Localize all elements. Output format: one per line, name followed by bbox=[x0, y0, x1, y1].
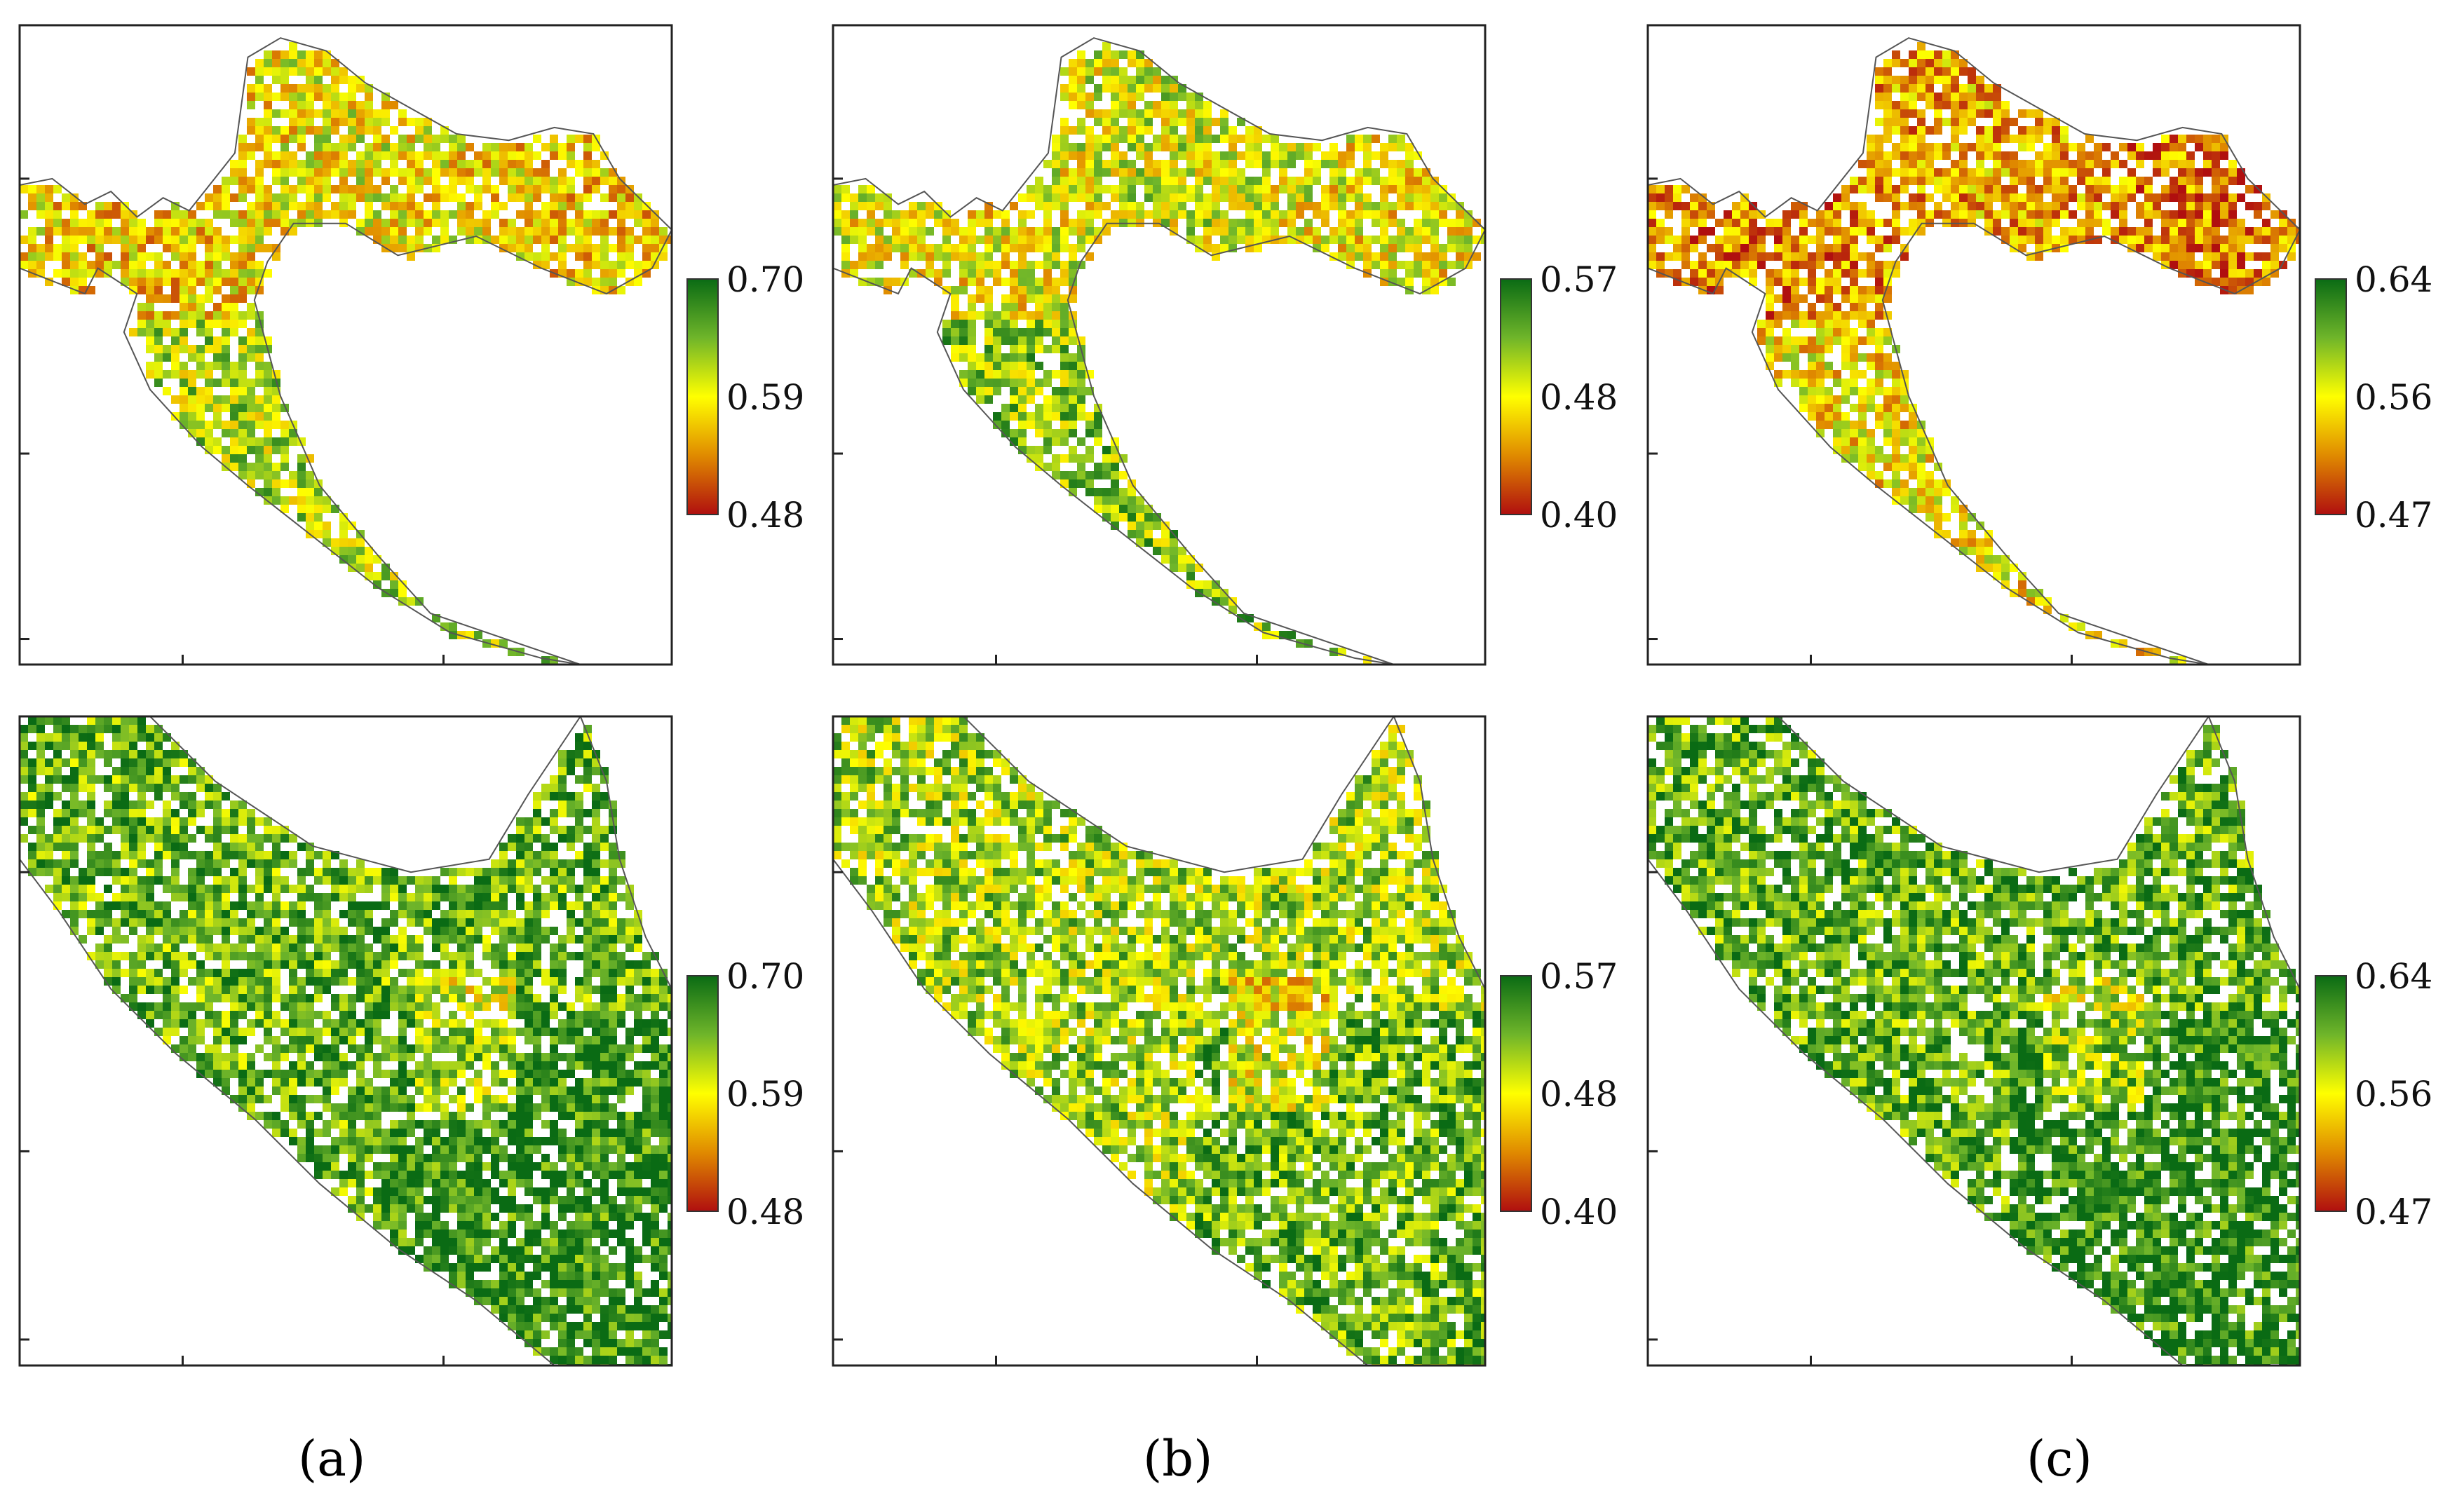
colorbar-label-max: 0.70 bbox=[726, 956, 804, 997]
colorbar-label-min: 0.48 bbox=[726, 1192, 804, 1232]
colorbar-a-top: 0.70 0.59 0.48 bbox=[687, 259, 804, 536]
colorbar-label-mid: 0.48 bbox=[1540, 377, 1618, 418]
panel-label-a: (a) bbox=[298, 1430, 365, 1487]
colorbar-label-min: 0.40 bbox=[1540, 1192, 1618, 1232]
colorbar-gradient bbox=[1501, 279, 1531, 515]
colorbar-gradient bbox=[2315, 279, 2346, 515]
colorbar-label-mid: 0.56 bbox=[2355, 1074, 2432, 1115]
panel-label-c: (c) bbox=[2026, 1430, 2092, 1487]
colorbar-label-min: 0.47 bbox=[2355, 495, 2432, 536]
colorbar-label-min: 0.40 bbox=[1540, 495, 1618, 536]
map-c-bottom bbox=[1648, 716, 2304, 1373]
colorbar-label-min: 0.48 bbox=[726, 495, 804, 536]
map-a-bottom bbox=[20, 716, 676, 1373]
map-b-bottom bbox=[833, 716, 1489, 1373]
colorbar-c-bottom: 0.64 0.56 0.47 bbox=[2315, 956, 2432, 1232]
colorbar-c-top: 0.64 0.56 0.47 bbox=[2315, 259, 2432, 536]
map-b-top bbox=[833, 25, 1489, 665]
colorbar-label-mid: 0.59 bbox=[726, 377, 804, 418]
colorbar-label-mid: 0.56 bbox=[2355, 377, 2432, 418]
colorbar-label-min: 0.47 bbox=[2355, 1192, 2432, 1232]
colorbar-label-max: 0.70 bbox=[726, 259, 804, 300]
colorbar-label-max: 0.64 bbox=[2355, 956, 2432, 997]
colorbar-gradient bbox=[2315, 976, 2346, 1211]
colorbar-b-bottom: 0.57 0.48 0.40 bbox=[1501, 956, 1618, 1232]
colorbar-label-max: 0.64 bbox=[2355, 259, 2432, 300]
colorbar-label-mid: 0.48 bbox=[1540, 1074, 1618, 1115]
colorbar-gradient bbox=[687, 976, 718, 1211]
colorbar-label-max: 0.57 bbox=[1540, 956, 1618, 997]
colorbar-gradient bbox=[687, 279, 718, 515]
colorbar-a-bottom: 0.70 0.59 0.48 bbox=[687, 956, 804, 1232]
map-a-top bbox=[20, 25, 676, 665]
colorbar-gradient bbox=[1501, 976, 1531, 1211]
colorbar-b-top: 0.57 0.48 0.40 bbox=[1501, 259, 1618, 536]
colorbar-label-mid: 0.59 bbox=[726, 1074, 804, 1115]
map-background bbox=[833, 25, 1485, 665]
panel-label-b: (b) bbox=[1143, 1430, 1212, 1487]
colorbar-label-max: 0.57 bbox=[1540, 259, 1618, 300]
map-c-top bbox=[1648, 25, 2304, 665]
